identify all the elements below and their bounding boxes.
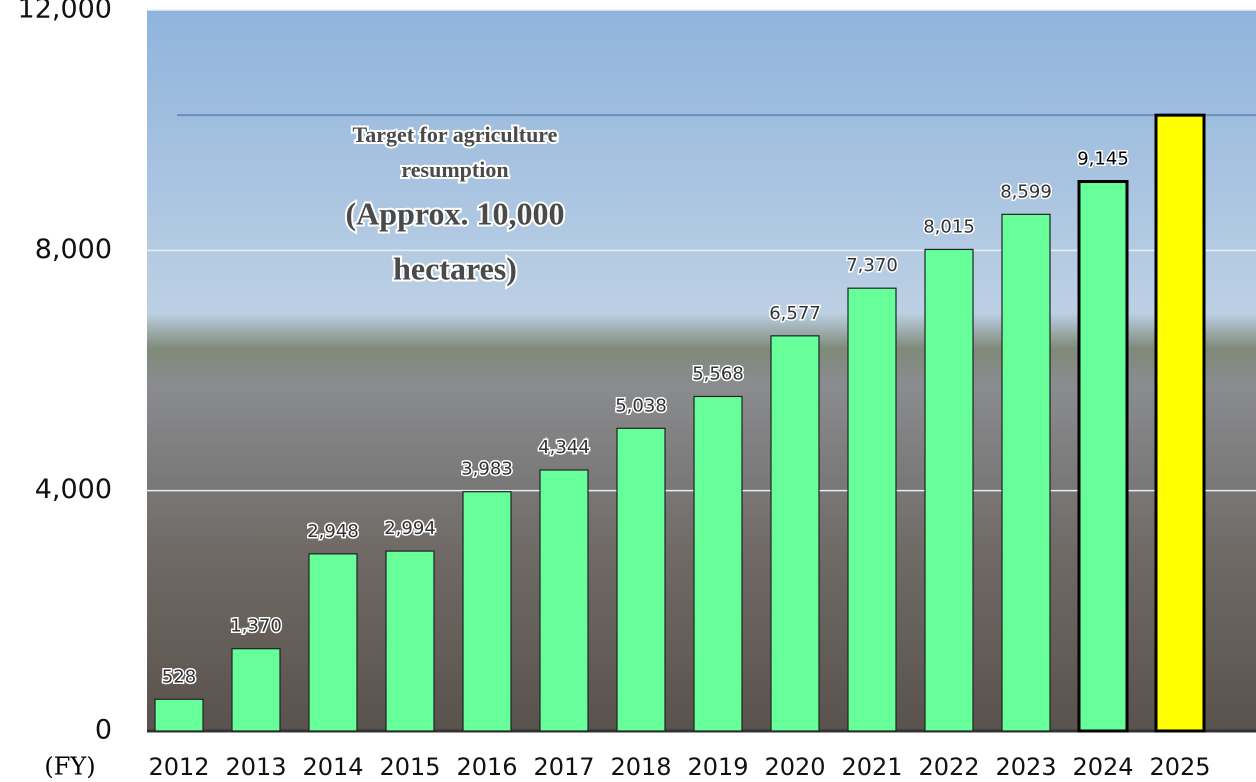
x-tick-label: 2023 xyxy=(995,753,1056,781)
bar xyxy=(154,698,204,732)
value-label: 2,994 xyxy=(384,518,436,539)
value-label: 1,370 xyxy=(230,616,282,637)
x-tick-label: 2017 xyxy=(533,753,594,781)
value-label: 3,983 xyxy=(461,459,513,480)
bar xyxy=(462,491,512,732)
annotation: hectares) xyxy=(393,250,517,286)
value-label: 7,370 xyxy=(846,255,898,276)
bar xyxy=(924,248,974,732)
x-tick-label: 2014 xyxy=(302,753,363,781)
bar xyxy=(847,287,897,732)
value-label: 5,038 xyxy=(615,395,667,416)
bar xyxy=(385,550,435,732)
bar xyxy=(1001,213,1051,732)
bar xyxy=(770,335,820,732)
value-label: 2,948 xyxy=(307,521,359,542)
annotation: (Approx. 10,000 xyxy=(346,195,565,231)
x-tick-label: 2019 xyxy=(687,753,748,781)
y-tick-label: 0 xyxy=(95,715,112,746)
bar xyxy=(1077,180,1129,733)
x-tick-label: 2013 xyxy=(225,753,286,781)
bar xyxy=(308,553,358,732)
bar xyxy=(231,648,281,732)
y-tick-label: 4,000 xyxy=(35,474,112,505)
x-tick-label: 2022 xyxy=(918,753,979,781)
x-tick-label: 2025 xyxy=(1149,753,1210,781)
bar xyxy=(693,395,743,732)
x-tick-label: 2012 xyxy=(148,753,209,781)
annotation: resumption xyxy=(401,157,508,182)
x-tick-label: 2021 xyxy=(841,753,902,781)
value-label: 5,568 xyxy=(692,363,744,384)
bar xyxy=(539,469,589,732)
value-label: 6,577 xyxy=(769,303,821,324)
value-label: 528 xyxy=(162,666,196,687)
x-axis-label: (FY) xyxy=(44,753,95,781)
x-tick-label: 2024 xyxy=(1072,753,1133,781)
x-tick-label: 2015 xyxy=(379,753,440,781)
value-label: 8,599 xyxy=(1000,181,1052,202)
annotation: Target for agriculture xyxy=(353,122,558,147)
bar xyxy=(616,427,666,732)
bar xyxy=(1154,113,1206,733)
y-tick-label: 8,000 xyxy=(35,234,112,265)
value-label: 8,015 xyxy=(923,216,975,237)
value-label: 4,344 xyxy=(538,437,590,458)
x-tick-label: 2020 xyxy=(764,753,825,781)
x-tick-label: 2018 xyxy=(610,753,671,781)
x-tick-label: 2016 xyxy=(456,753,517,781)
value-label: 9,145 xyxy=(1077,149,1129,170)
y-tick-label: 12,000 xyxy=(18,0,112,25)
